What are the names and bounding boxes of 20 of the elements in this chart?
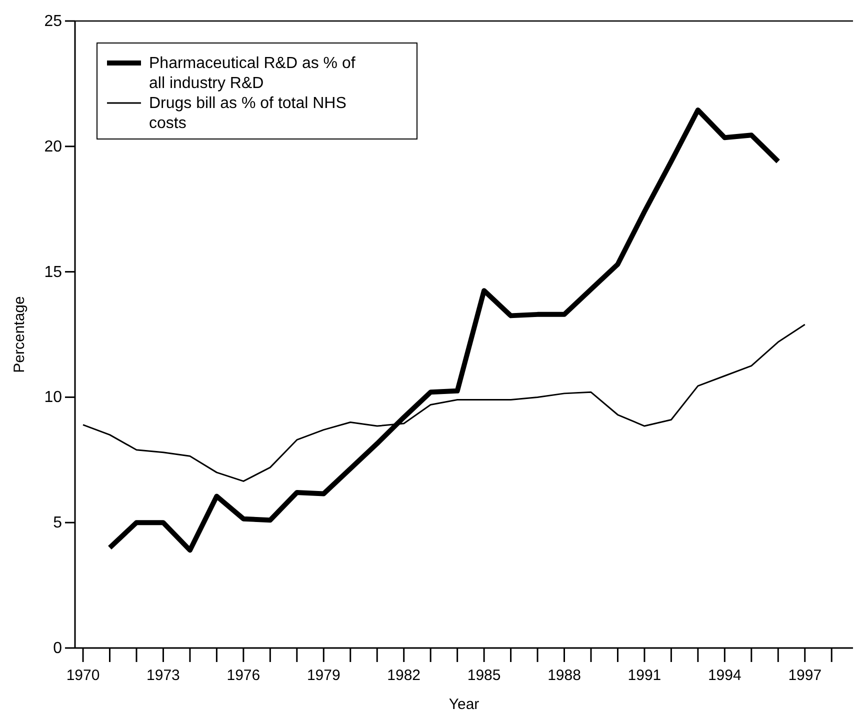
y-tick-label: 10 [44,389,62,406]
legend-label: Pharmaceutical R&D as % of all industry R&D [149,55,356,92]
x-tick-label: 1970 [66,667,100,684]
x-tick-label: 1976 [226,667,260,684]
legend-label: Drugs bill as % of total NHS costs [149,95,346,132]
y-tick-label: 20 [44,138,62,156]
y-tick-label: 15 [44,264,62,281]
y-tick-label: 0 [53,640,62,657]
x-tick-label: 1994 [708,667,742,684]
x-tick-label: 1991 [628,667,662,684]
y-tick-label: 5 [53,514,62,532]
y-axis-title: Percentage [11,296,28,373]
x-axis-title: Year [448,696,480,713]
x-tick-label: 1997 [788,667,822,684]
x-tick-label: 1979 [306,667,340,684]
y-tick-label: 25 [44,13,62,30]
x-tick-label: 1982 [387,667,421,684]
x-tick-label: 1988 [548,667,581,684]
x-tick-label: 1973 [146,667,180,684]
x-tick-label: 1985 [467,667,501,684]
